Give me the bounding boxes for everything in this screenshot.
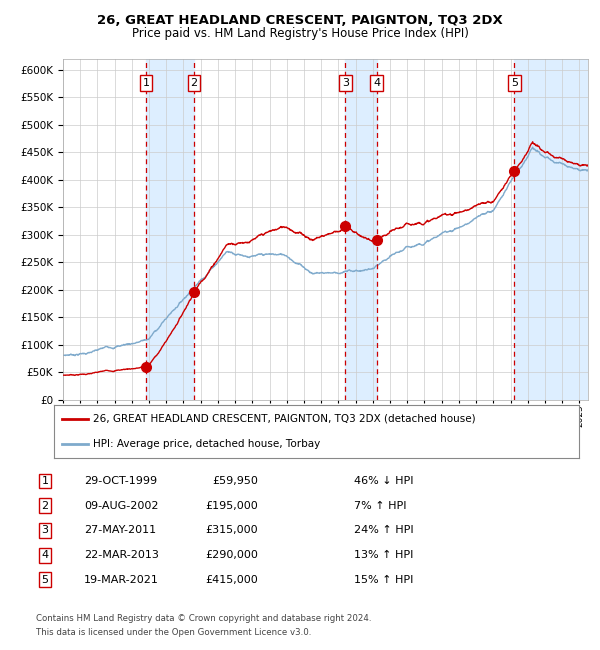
Text: £315,000: £315,000	[205, 525, 258, 536]
Text: 2: 2	[190, 78, 197, 88]
Text: 26, GREAT HEADLAND CRESCENT, PAIGNTON, TQ3 2DX (detached house): 26, GREAT HEADLAND CRESCENT, PAIGNTON, T…	[94, 414, 476, 424]
Text: HPI: Average price, detached house, Torbay: HPI: Average price, detached house, Torb…	[94, 439, 320, 449]
Text: £195,000: £195,000	[205, 500, 258, 511]
Text: 5: 5	[41, 575, 49, 585]
Text: 1: 1	[41, 476, 49, 486]
Text: £59,950: £59,950	[212, 476, 258, 486]
Text: 46% ↓ HPI: 46% ↓ HPI	[354, 476, 413, 486]
Text: Price paid vs. HM Land Registry's House Price Index (HPI): Price paid vs. HM Land Registry's House …	[131, 27, 469, 40]
Text: 7% ↑ HPI: 7% ↑ HPI	[354, 500, 407, 511]
Text: 15% ↑ HPI: 15% ↑ HPI	[354, 575, 413, 585]
Text: 4: 4	[373, 78, 380, 88]
Bar	[346, 58, 377, 400]
Text: 27-MAY-2011: 27-MAY-2011	[84, 525, 156, 536]
Text: 09-AUG-2002: 09-AUG-2002	[84, 500, 158, 511]
Text: This data is licensed under the Open Government Licence v3.0.: This data is licensed under the Open Gov…	[36, 628, 311, 637]
Text: £415,000: £415,000	[205, 575, 258, 585]
Text: 19-MAR-2021: 19-MAR-2021	[84, 575, 159, 585]
Text: 13% ↑ HPI: 13% ↑ HPI	[354, 550, 413, 560]
Text: 26, GREAT HEADLAND CRESCENT, PAIGNTON, TQ3 2DX: 26, GREAT HEADLAND CRESCENT, PAIGNTON, T…	[97, 14, 503, 27]
Bar	[146, 58, 194, 400]
Text: 4: 4	[41, 550, 49, 560]
Text: 5: 5	[511, 78, 518, 88]
Text: 2: 2	[41, 500, 49, 511]
Text: 29-OCT-1999: 29-OCT-1999	[84, 476, 157, 486]
Text: 3: 3	[342, 78, 349, 88]
Text: 22-MAR-2013: 22-MAR-2013	[84, 550, 159, 560]
Text: 1: 1	[143, 78, 149, 88]
Text: 24% ↑ HPI: 24% ↑ HPI	[354, 525, 413, 536]
Text: 3: 3	[41, 525, 49, 536]
Text: Contains HM Land Registry data © Crown copyright and database right 2024.: Contains HM Land Registry data © Crown c…	[36, 614, 371, 623]
Text: £290,000: £290,000	[205, 550, 258, 560]
Bar	[514, 58, 588, 400]
